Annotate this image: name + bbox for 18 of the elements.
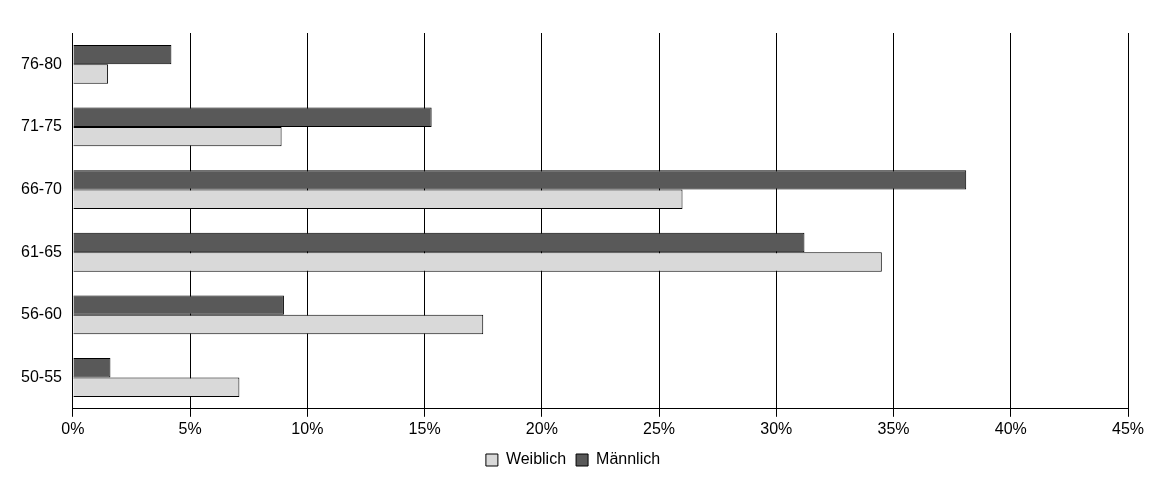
y-tick-label: 56-60 [21,305,63,323]
y-tick-label: 76-80 [21,54,63,72]
x-tick-label: 0% [61,419,85,437]
y-tick-label: 71-75 [21,117,63,135]
x-tick-label: 30% [760,419,793,437]
x-tick-label: 25% [643,419,676,437]
legend-label: Männlich [596,450,661,468]
x-tick-label: 20% [525,419,558,437]
y-tick-label: 50-55 [21,367,63,385]
x-tick-label: 5% [178,419,202,437]
x-tick-label: 35% [877,419,910,437]
x-tick-label: 45% [1111,419,1145,437]
x-tick-label: 10% [291,419,324,437]
y-tick-label: 66-70 [21,179,63,197]
legend-label: Weiblich [505,450,567,468]
y-tick-label: 61-65 [21,242,63,260]
x-tick-label: 15% [408,419,441,437]
x-tick-label: 40% [994,419,1027,437]
